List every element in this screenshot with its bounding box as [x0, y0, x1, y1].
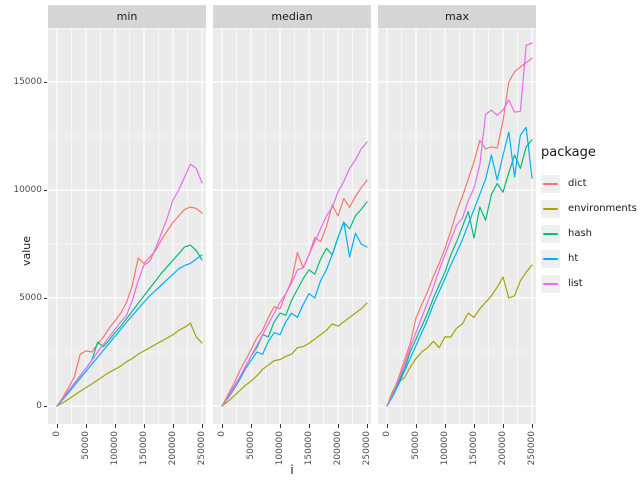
x-tick-mark: [280, 424, 281, 428]
x-tick-mark: [57, 424, 58, 428]
line-environments: [386, 264, 533, 407]
x-tick-label: 50000: [411, 431, 421, 460]
x-tick-mark: [445, 424, 446, 428]
x-tick-label: 0: [217, 431, 227, 437]
y-tick-label: 5000: [19, 293, 42, 303]
x-tick-label: 150000: [139, 431, 149, 466]
y-tick-label: 0: [36, 401, 42, 411]
x-tick-label: 100000: [275, 431, 285, 466]
facet-strip-median: median: [213, 5, 371, 28]
legend-label: ht: [568, 253, 579, 264]
x-tick-label: 100000: [110, 431, 120, 466]
line-list: [221, 141, 368, 407]
x-tick-label: 250000: [362, 431, 372, 466]
x-tick-mark: [387, 424, 388, 428]
x-tick-label: 100000: [440, 431, 450, 466]
y-tick-label: 10000: [13, 185, 42, 195]
y-tick-label: 15000: [13, 77, 42, 87]
x-tick-mark: [503, 424, 504, 428]
legend-key-line: [543, 207, 558, 210]
panel-min-plot: [48, 28, 206, 424]
legend-key-line: [543, 282, 558, 285]
line-list: [56, 163, 203, 407]
legend-item-environments: environments: [541, 196, 639, 221]
legend-key-line: [543, 232, 558, 235]
legend-label: dict: [568, 178, 587, 189]
legend-key-line: [543, 182, 558, 185]
panel-max: [378, 28, 536, 424]
x-tick-mark: [222, 424, 223, 428]
x-tick-mark: [144, 424, 145, 428]
line-ht: [56, 254, 203, 407]
x-tick-label: 50000: [81, 431, 91, 460]
y-axis-title: value: [20, 235, 33, 266]
x-tick-label: 250000: [527, 431, 537, 466]
legend: package dict environments hash ht list: [541, 145, 639, 296]
x-tick-mark: [338, 424, 339, 428]
line-ht: [386, 126, 533, 407]
line-hash: [386, 139, 533, 407]
legend-item-hash: hash: [541, 221, 639, 246]
x-tick-label: 200000: [498, 431, 508, 466]
legend-item-dict: dict: [541, 171, 639, 196]
panel-min: [48, 28, 206, 424]
x-tick-label: 200000: [168, 431, 178, 466]
x-tick-mark: [309, 424, 310, 428]
legend-key: [541, 224, 560, 243]
x-tick-mark: [474, 424, 475, 428]
legend-key: [541, 249, 560, 268]
legend-label: environments: [568, 203, 637, 214]
x-tick-mark: [416, 424, 417, 428]
x-tick-label: 0: [52, 431, 62, 437]
x-tick-mark: [115, 424, 116, 428]
x-axis-title: i: [290, 463, 294, 477]
legend-key: [541, 199, 560, 218]
line-dict: [56, 206, 203, 407]
y-tick-mark: [44, 82, 47, 83]
x-tick-mark: [86, 424, 87, 428]
panel-median-plot: [213, 28, 371, 424]
x-tick-label: 150000: [304, 431, 314, 466]
facet-strip-min: min: [48, 5, 206, 28]
x-tick-label: 250000: [197, 431, 207, 466]
x-tick-mark: [202, 424, 203, 428]
panel-max-plot: [378, 28, 536, 424]
line-dict: [386, 57, 533, 407]
legend-item-ht: ht: [541, 246, 639, 271]
legend-label: hash: [568, 228, 593, 239]
line-environments: [56, 322, 203, 407]
x-tick-label: 0: [382, 431, 392, 437]
line-list: [386, 42, 533, 407]
legend-key: [541, 174, 560, 193]
line-dict: [221, 179, 368, 407]
x-tick-mark: [367, 424, 368, 428]
x-tick-label: 150000: [469, 431, 479, 466]
legend-item-list: list: [541, 271, 639, 296]
x-tick-mark: [251, 424, 252, 428]
line-environments: [221, 302, 368, 407]
legend-key: [541, 274, 560, 293]
y-tick-mark: [44, 406, 47, 407]
legend-title: package: [541, 145, 596, 160]
x-tick-label: 50000: [246, 431, 256, 460]
panel-median: [213, 28, 371, 424]
facet-strip-max: max: [378, 5, 536, 28]
legend-key-line: [543, 257, 558, 260]
x-tick-mark: [173, 424, 174, 428]
x-tick-label: 200000: [333, 431, 343, 466]
legend-label: list: [568, 278, 583, 289]
x-tick-mark: [532, 424, 533, 428]
y-tick-mark: [44, 298, 47, 299]
y-tick-mark: [44, 190, 47, 191]
line-ht: [221, 221, 368, 407]
